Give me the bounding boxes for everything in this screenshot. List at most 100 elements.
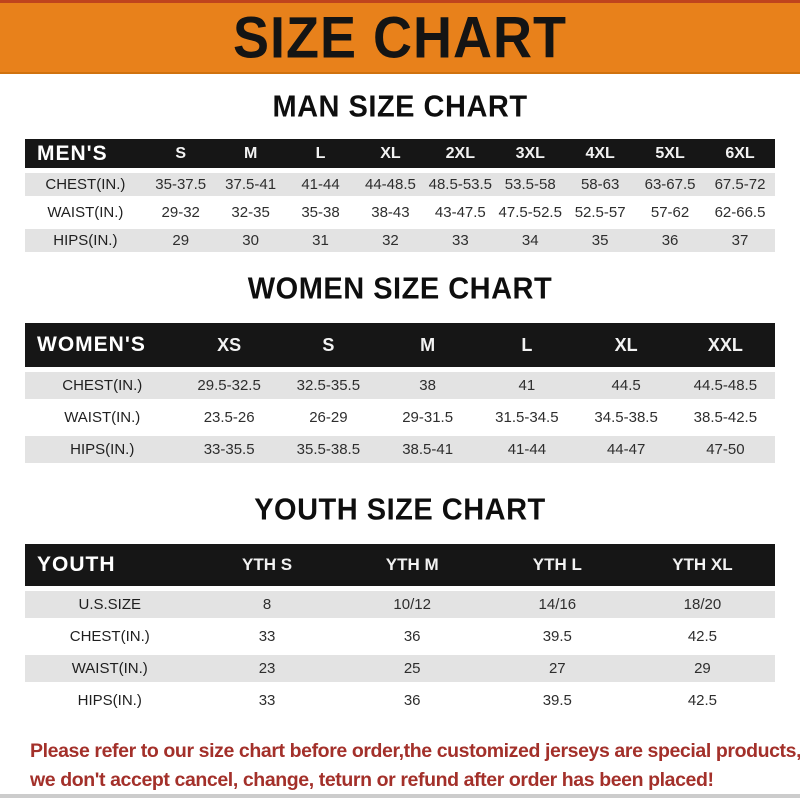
youth-header-row: YOUTH YTH S YTH M YTH L YTH XL — [25, 544, 775, 586]
men-data-cell: 30 — [215, 229, 286, 252]
men-data-row: WAIST(IN.) 29-32 32-35 35-38 38-43 43-47.5 47.… — [25, 201, 775, 224]
men-data-cell: 35-37.5 — [145, 173, 216, 196]
women-data-row: WAIST(IN.) 23.5-26 26-29 29-31.5 31.5-34.5 34… — [25, 404, 775, 431]
women-size-table: WOMEN'S XS S M L XL XXL CHEST(IN.) 29.5-32.5 32.5… — [25, 318, 775, 468]
men-size-table: MEN'S S M L XL 2XL 3XL 4XL 5XL 6XL CHEST(IN.) 35-37… — [25, 134, 775, 257]
men-data-cell: 48.5-53.5 — [425, 173, 496, 196]
youth-data-cell: 36 — [339, 687, 485, 714]
youth-data-cell: 23 — [194, 655, 340, 682]
disclaimer-line1: Please refer to our size chart before or… — [30, 740, 800, 762]
youth-data-row: WAIST(IN.) 23 25 27 29 — [25, 655, 775, 682]
youth-data-cell: 29 — [629, 655, 775, 682]
banner: SIZE CHART — [0, 0, 800, 74]
men-header-cell: M — [215, 139, 286, 168]
women-data-cell: 38 — [378, 372, 478, 399]
men-data-cell: 35-38 — [285, 201, 356, 224]
men-data-cell: 38-43 — [355, 201, 426, 224]
men-data-cell: 31 — [285, 229, 356, 252]
women-data-cell: 44-47 — [576, 436, 676, 463]
men-data-cell: 41-44 — [285, 173, 356, 196]
youth-header-cell: YOUTH — [25, 544, 195, 586]
youth-section: YOUTH SIZE CHART YOUTH YTH S YTH M YTH L YTH… — [0, 493, 800, 719]
men-data-cell: 44-48.5 — [355, 173, 426, 196]
women-data-cell: 47-50 — [675, 436, 775, 463]
youth-data-cell: 42.5 — [629, 687, 775, 714]
women-header-cell: M — [378, 323, 478, 367]
youth-data-cell: 33 — [194, 687, 340, 714]
women-data-cell: 38.5-41 — [378, 436, 478, 463]
women-data-cell: 44.5-48.5 — [675, 372, 775, 399]
men-data-cell: 43-47.5 — [425, 201, 496, 224]
women-data-cell: 32.5-35.5 — [278, 372, 378, 399]
women-header-row: WOMEN'S XS S M L XL XXL — [25, 323, 775, 367]
youth-header-cell: YTH L — [484, 544, 630, 586]
youth-data-cell: 8 — [194, 591, 340, 618]
disclaimer: Please refer to our size chart before or… — [0, 737, 800, 796]
men-data-cell: HIPS(IN.) — [25, 229, 146, 252]
youth-data-cell: 42.5 — [629, 623, 775, 650]
women-data-cell: 38.5-42.5 — [675, 404, 775, 431]
men-header-cell: 4XL — [565, 139, 636, 168]
bottom-border — [0, 794, 800, 798]
women-section-title: WOMEN SIZE CHART — [247, 272, 553, 306]
women-header-cell: XS — [179, 323, 279, 367]
youth-data-cell: 33 — [194, 623, 340, 650]
men-header-cell: S — [145, 139, 216, 168]
men-data-cell: WAIST(IN.) — [25, 201, 146, 224]
men-data-cell: 62-66.5 — [705, 201, 775, 224]
women-header-cell: XL — [576, 323, 676, 367]
men-data-cell: 35 — [565, 229, 636, 252]
youth-data-cell: CHEST(IN.) — [25, 623, 195, 650]
youth-data-cell: WAIST(IN.) — [25, 655, 195, 682]
women-data-cell: 35.5-38.5 — [278, 436, 378, 463]
men-data-cell: 36 — [635, 229, 705, 252]
men-data-cell: 32-35 — [215, 201, 286, 224]
men-header-cell: MEN'S — [25, 139, 146, 168]
youth-data-cell: 36 — [339, 623, 485, 650]
women-data-cell: 41-44 — [477, 436, 577, 463]
men-data-cell: 52.5-57 — [565, 201, 636, 224]
men-header-cell: 5XL — [635, 139, 705, 168]
youth-size-table: YOUTH YTH S YTH M YTH L YTH XL U.S.SIZE 8 10/12… — [25, 539, 775, 719]
youth-header-cell: YTH M — [339, 544, 485, 586]
women-data-cell: CHEST(IN.) — [25, 372, 180, 399]
men-header-cell: 6XL — [705, 139, 775, 168]
youth-data-cell: 18/20 — [629, 591, 775, 618]
youth-data-row: HIPS(IN.) 33 36 39.5 42.5 — [25, 687, 775, 714]
men-header-cell: 2XL — [425, 139, 496, 168]
women-data-cell: 23.5-26 — [179, 404, 279, 431]
youth-header-cell: YTH S — [194, 544, 340, 586]
youth-data-cell: 39.5 — [484, 623, 630, 650]
women-header-cell: WOMEN'S — [25, 323, 180, 367]
women-header-cell: L — [477, 323, 577, 367]
men-data-cell: 47.5-52.5 — [495, 201, 566, 224]
youth-data-cell: HIPS(IN.) — [25, 687, 195, 714]
men-data-cell: 29 — [145, 229, 216, 252]
women-data-cell: 33-35.5 — [179, 436, 279, 463]
youth-data-cell: 39.5 — [484, 687, 630, 714]
men-data-cell: 57-62 — [635, 201, 705, 224]
men-data-row: CHEST(IN.) 35-37.5 37.5-41 41-44 44-48.5 48.5… — [25, 173, 775, 196]
men-data-cell: 34 — [495, 229, 566, 252]
women-data-cell: 44.5 — [576, 372, 676, 399]
men-data-cell: 67.5-72 — [705, 173, 775, 196]
youth-section-title: YOUTH SIZE CHART — [254, 493, 546, 527]
women-data-cell: WAIST(IN.) — [25, 404, 180, 431]
men-data-cell: 63-67.5 — [635, 173, 705, 196]
banner-title: SIZE CHART — [233, 5, 567, 70]
men-header-cell: L — [285, 139, 356, 168]
man-section: MAN SIZE CHART MEN'S S M L XL 2XL 3XL 4XL 5XL 6XL… — [0, 90, 800, 257]
women-data-cell: 31.5-34.5 — [477, 404, 577, 431]
women-data-cell: 29-31.5 — [378, 404, 478, 431]
women-data-cell: 34.5-38.5 — [576, 404, 676, 431]
youth-data-cell: 14/16 — [484, 591, 630, 618]
women-header-cell: S — [278, 323, 378, 367]
youth-data-row: CHEST(IN.) 33 36 39.5 42.5 — [25, 623, 775, 650]
men-data-cell: 58-63 — [565, 173, 636, 196]
youth-data-cell: 10/12 — [339, 591, 485, 618]
men-data-row: HIPS(IN.) 29 30 31 32 33 34 35 36 37 — [25, 229, 775, 252]
men-data-cell: 32 — [355, 229, 426, 252]
women-data-row: CHEST(IN.) 29.5-32.5 32.5-35.5 38 41 44.5 44.5… — [25, 372, 775, 399]
women-data-row: HIPS(IN.) 33-35.5 35.5-38.5 38.5-41 41-44 44-… — [25, 436, 775, 463]
women-header-cell: XXL — [675, 323, 775, 367]
